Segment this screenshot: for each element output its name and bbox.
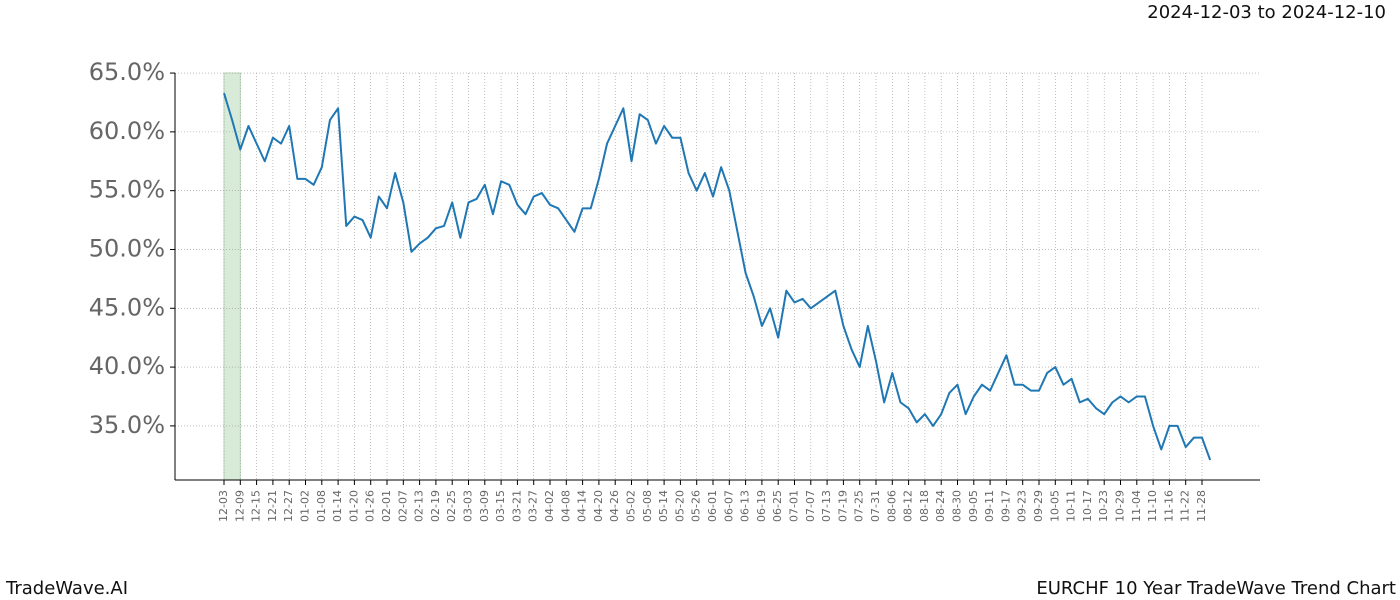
x-tick-label: 04-02 — [543, 490, 556, 522]
x-tick-label: 03-15 — [494, 490, 507, 522]
x-tick-label: 05-02 — [625, 490, 638, 522]
x-tick-label: 01-08 — [315, 490, 328, 522]
y-tick-label: 45.0% — [89, 293, 165, 321]
x-tick-label: 12-15 — [250, 490, 263, 522]
x-tick-label: 05-08 — [641, 490, 654, 522]
x-tick-label: 03-03 — [462, 490, 475, 522]
x-tick-label: 02-25 — [445, 490, 458, 522]
x-tick-label: 02-07 — [396, 490, 409, 522]
x-tick-label: 07-01 — [788, 490, 801, 522]
x-tick-label: 02-01 — [380, 490, 393, 522]
x-tick-label: 10-29 — [1114, 490, 1127, 522]
y-tick-label: 55.0% — [89, 176, 165, 204]
y-tick-label: 35.0% — [89, 411, 165, 439]
x-tick-label: 09-29 — [1032, 490, 1045, 522]
x-tick-label: 03-21 — [510, 490, 523, 522]
x-tick-label: 11-22 — [1179, 490, 1192, 522]
x-tick-label: 04-20 — [592, 490, 605, 522]
x-tick-label: 08-06 — [885, 490, 898, 522]
x-tick-label: 05-14 — [657, 490, 670, 522]
x-tick-label: 07-07 — [804, 490, 817, 522]
x-tick-label: 03-27 — [527, 490, 540, 522]
date-range: 2024-12-03 to 2024-12-10 — [1147, 2, 1386, 23]
brand: TradeWave.AI — [5, 578, 128, 599]
highlight-band — [223, 72, 241, 481]
x-tick-label: 07-13 — [820, 490, 833, 522]
x-tick-label: 12-03 — [217, 490, 230, 522]
x-tick-label: 08-12 — [902, 490, 915, 522]
x-tick-label: 09-05 — [967, 490, 980, 522]
x-tick-label: 10-05 — [1048, 490, 1061, 522]
x-tick-label: 10-23 — [1097, 490, 1110, 522]
x-tick-label: 10-11 — [1065, 490, 1078, 522]
x-tick-label: 01-20 — [347, 490, 360, 522]
x-tick-label: 07-19 — [836, 490, 849, 522]
x-tick-label: 05-26 — [690, 490, 703, 522]
x-tick-label: 12-27 — [282, 490, 295, 522]
x-tick-label: 09-17 — [999, 490, 1012, 522]
x-tick-label: 04-08 — [559, 490, 572, 522]
x-tick-label: 09-11 — [983, 490, 996, 522]
x-tick-label: 12-21 — [266, 490, 279, 522]
y-tick-label: 65.0% — [89, 58, 165, 86]
x-tick-label: 04-26 — [608, 490, 621, 522]
x-tick-label: 06-13 — [739, 490, 752, 522]
y-tick-label: 60.0% — [89, 117, 165, 145]
x-tick-label: 11-28 — [1195, 490, 1208, 522]
x-tick-label: 01-14 — [331, 490, 344, 522]
x-tick-label: 06-07 — [722, 490, 735, 522]
price-line — [223, 92, 1212, 461]
x-tick-label: 08-30 — [951, 490, 964, 522]
x-tick-label: 09-23 — [1016, 490, 1029, 522]
x-tick-label: 01-26 — [364, 490, 377, 522]
caption: EURCHF 10 Year TradeWave Trend Chart — [1036, 578, 1396, 599]
y-tick-label: 40.0% — [89, 352, 165, 380]
x-tick-label: 06-25 — [771, 490, 784, 522]
x-tick-label: 02-19 — [429, 490, 442, 522]
x-tick-label: 05-20 — [673, 490, 686, 522]
x-tick-label: 03-09 — [478, 490, 491, 522]
x-tick-label: 08-24 — [934, 490, 947, 522]
x-tick-label: 06-19 — [755, 490, 768, 522]
x-tick-label: 11-10 — [1146, 490, 1159, 522]
x-tick-label: 02-13 — [413, 490, 426, 522]
x-tick-label: 08-18 — [918, 490, 931, 522]
x-tick-label: 01-02 — [299, 490, 312, 522]
y-tick-label: 50.0% — [89, 234, 165, 262]
x-tick-label: 10-17 — [1081, 490, 1094, 522]
x-tick-label: 11-04 — [1130, 490, 1143, 522]
x-tick-label: 12-09 — [233, 490, 246, 522]
x-tick-label: 11-16 — [1162, 490, 1175, 522]
x-tick-label: 06-01 — [706, 490, 719, 522]
x-tick-label: 07-31 — [869, 490, 882, 522]
x-tick-label: 07-25 — [853, 490, 866, 522]
x-tick-label: 04-14 — [576, 490, 589, 522]
